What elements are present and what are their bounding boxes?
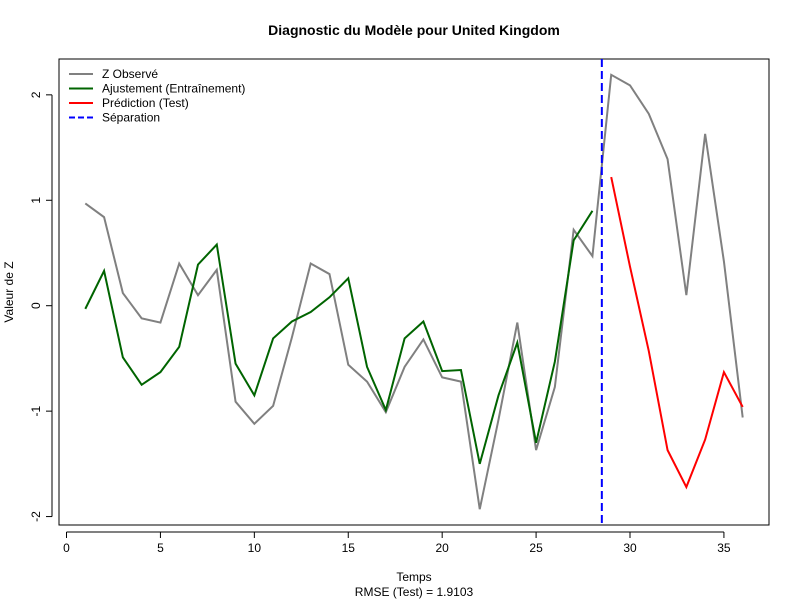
- legend-label: Séparation: [102, 111, 160, 125]
- y-axis: -2 -1 0 1 2: [29, 91, 53, 522]
- series-layer: [84, 73, 744, 510]
- x-tick-label: 0: [63, 541, 70, 555]
- y-axis-label: Valeur de Z: [2, 261, 16, 322]
- x-axis: 0 5 10 15 20 25 30 35: [63, 531, 731, 555]
- series-line-2: [610, 176, 744, 490]
- x-axis-label: Temps: [396, 570, 431, 584]
- x-tick-label: 20: [435, 541, 449, 555]
- y-tick-label: 2: [29, 91, 43, 98]
- x-tick-label: 10: [248, 541, 262, 555]
- x-tick-label: 35: [717, 541, 731, 555]
- x-tick-label: 30: [623, 541, 637, 555]
- legend-label: Prédiction (Test): [102, 96, 189, 110]
- y-tick-label: 0: [29, 302, 43, 309]
- series-line-0: [84, 73, 744, 510]
- x-tick-label: 25: [529, 541, 543, 555]
- chart-title: Diagnostic du Modèle pour United Kingdom: [268, 22, 560, 38]
- x-tick-label: 5: [157, 541, 164, 555]
- y-tick-label: 1: [29, 197, 43, 204]
- y-tick-label: -2: [29, 511, 43, 522]
- rmse-subtitle: RMSE (Test) = 1.9103: [355, 585, 474, 599]
- legend-label: Z Observé: [102, 67, 158, 81]
- legend-label: Ajustement (Entraînement): [102, 82, 245, 96]
- y-tick-label: -1: [29, 405, 43, 416]
- plot-frame: [58, 58, 770, 526]
- series-line-1: [84, 210, 594, 465]
- x-tick-label: 15: [342, 541, 356, 555]
